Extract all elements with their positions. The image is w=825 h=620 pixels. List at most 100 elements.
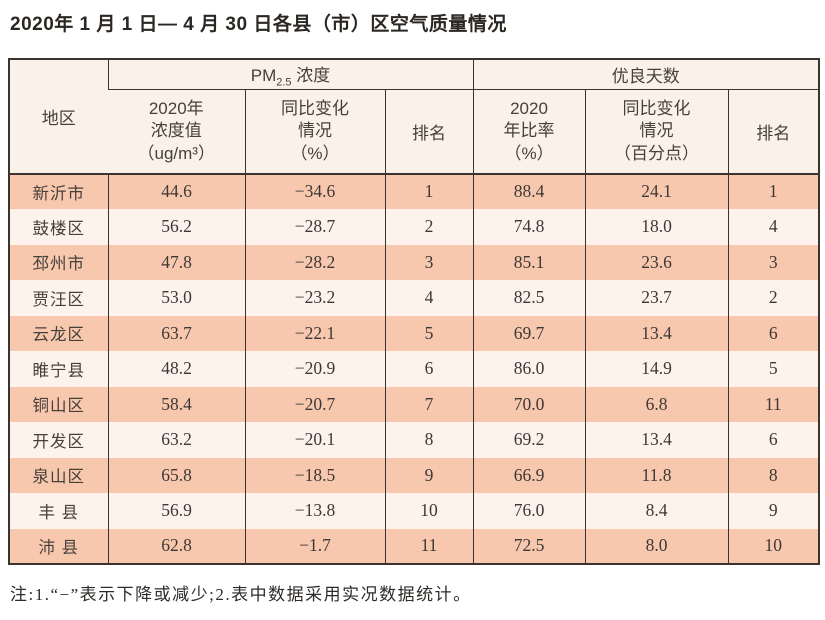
col-header-pm-value: 2020年 浓度值 （ug/m³） [108, 89, 245, 174]
pm-rank-cell: 8 [384, 422, 474, 458]
region-cell: 睢宁县 [9, 351, 108, 387]
good-rank-cell: 10 [727, 528, 820, 565]
pm-change-cell: −20.1 [244, 422, 385, 458]
good-rate-cell: 82.5 [472, 280, 586, 316]
pm-value-cell: 48.2 [107, 351, 245, 387]
table-row: 丰 县 56.9 −13.8 10 76.0 8.4 9 [9, 493, 820, 529]
pm-value-cell: 47.8 [107, 244, 245, 281]
table-row: 睢宁县 48.2 −20.9 6 86.0 14.9 5 [9, 351, 820, 387]
region-cell: 沛 县 [9, 528, 108, 565]
col-header-region: 地区 [9, 58, 108, 175]
pm-change-cell: −13.8 [244, 493, 385, 529]
good-rate-cell: 76.0 [472, 493, 586, 529]
pm-change-cell: −20.9 [244, 351, 385, 387]
pm-value-cell: 65.8 [107, 457, 245, 494]
good-rate-cell: 69.7 [472, 315, 586, 352]
pm-value-cell: 62.8 [107, 528, 245, 565]
col-header-good-rate: 2020 年比率 （%） [472, 89, 586, 174]
col-group-pm25: PM2.5 浓度 [107, 58, 474, 91]
good-rate-cell: 66.9 [472, 457, 586, 494]
good-change-cell: 24.1 [584, 172, 729, 210]
good-rate-cell: 69.2 [472, 422, 586, 458]
pm-rank-cell: 2 [384, 209, 474, 245]
col-header-good-rank: 排名 [727, 89, 820, 174]
pm-rank-cell: 11 [384, 528, 474, 565]
good-change-cell: 13.4 [584, 422, 729, 458]
good-change-cell: 18.0 [584, 209, 729, 245]
page: 2020年 1 月 1 日— 4 月 30 日各县（市）区空气质量情况 地区 P… [8, 14, 821, 605]
pm-change-cell: −28.7 [244, 209, 385, 245]
region-cell: 邳州市 [9, 244, 108, 281]
col-header-pm-change: 同比变化 情况 （%） [244, 89, 385, 174]
pm-change-cell: −18.5 [244, 457, 385, 494]
good-rank-cell: 5 [727, 351, 820, 387]
pm-value-cell: 56.9 [107, 493, 245, 529]
good-rank-cell: 2 [727, 280, 820, 316]
pm-value-cell: 53.0 [107, 280, 245, 316]
table-row: 新沂市 44.6 −34.6 1 88.4 24.1 1 [9, 172, 820, 210]
table-header: 地区 PM2.5 浓度 优良天数 2020年 浓度值 （ug/m³） 同比变化 … [9, 58, 820, 175]
pm-rank-cell: 1 [384, 172, 474, 210]
footnote: 注:1.“−”表示下降或减少;2.表中数据采用实况数据统计。 [10, 585, 472, 605]
col-header-pm-rank: 排名 [384, 89, 474, 174]
pm-change-cell: −28.2 [244, 244, 385, 281]
air-quality-table: 地区 PM2.5 浓度 优良天数 2020年 浓度值 （ug/m³） 同比变化 … [8, 57, 821, 566]
good-rank-cell: 1 [727, 172, 820, 210]
good-change-cell: 11.8 [584, 457, 729, 494]
pm-value-cell: 58.4 [107, 386, 245, 423]
page-title: 2020年 1 月 1 日— 4 月 30 日各县（市）区空气质量情况 [10, 14, 507, 35]
table-row: 贾汪区 53.0 −23.2 4 82.5 23.7 2 [9, 280, 820, 316]
good-rank-cell: 9 [727, 493, 820, 529]
good-change-cell: 14.9 [584, 351, 729, 387]
pm-change-cell: −20.7 [244, 386, 385, 423]
good-rate-cell: 85.1 [472, 244, 586, 281]
region-cell: 鼓楼区 [9, 209, 108, 245]
good-change-cell: 13.4 [584, 315, 729, 352]
good-rate-cell: 70.0 [472, 386, 586, 423]
pm-rank-cell: 9 [384, 457, 474, 494]
good-change-cell: 6.8 [584, 386, 729, 423]
good-change-cell: 8.0 [584, 528, 729, 565]
good-rate-cell: 88.4 [472, 172, 586, 210]
table-row: 邳州市 47.8 −28.2 3 85.1 23.6 3 [9, 244, 820, 281]
pm-value-cell: 63.2 [107, 422, 245, 458]
pm-value-cell: 63.7 [107, 315, 245, 352]
good-rate-cell: 72.5 [472, 528, 586, 565]
table-row: 鼓楼区 56.2 −28.7 2 74.8 18.0 4 [9, 209, 820, 245]
good-change-cell: 8.4 [584, 493, 729, 529]
table-row: 沛 县 62.8 −1.7 11 72.5 8.0 10 [9, 528, 820, 565]
col-header-good-change: 同比变化 情况 （百分点） [584, 89, 729, 174]
region-cell: 铜山区 [9, 386, 108, 423]
region-cell: 贾汪区 [9, 280, 108, 316]
pm-rank-cell: 5 [384, 315, 474, 352]
good-rank-cell: 4 [727, 209, 820, 245]
pm-change-cell: −34.6 [244, 172, 385, 210]
pm25-prefix: PM [250, 65, 277, 85]
good-rank-cell: 3 [727, 244, 820, 281]
region-cell: 云龙区 [9, 315, 108, 352]
pm-change-cell: −23.2 [244, 280, 385, 316]
pm-change-cell: −1.7 [244, 528, 385, 565]
pm-rank-cell: 10 [384, 493, 474, 529]
pm25-subscript: 2.5 [276, 76, 292, 89]
pm-rank-cell: 6 [384, 351, 474, 387]
good-change-cell: 23.6 [584, 244, 729, 281]
table-row: 开发区 63.2 −20.1 8 69.2 13.4 6 [9, 422, 820, 458]
pm-change-cell: −22.1 [244, 315, 385, 352]
pm-rank-cell: 3 [384, 244, 474, 281]
col-group-good-days: 优良天数 [472, 58, 820, 91]
table-row: 云龙区 63.7 −22.1 5 69.7 13.4 6 [9, 315, 820, 352]
region-cell: 开发区 [9, 422, 108, 458]
good-rank-cell: 6 [727, 315, 820, 352]
good-change-cell: 23.7 [584, 280, 729, 316]
pm-rank-cell: 4 [384, 280, 474, 316]
pm-value-cell: 44.6 [107, 172, 245, 210]
region-cell: 丰 县 [9, 493, 108, 529]
good-rate-cell: 86.0 [472, 351, 586, 387]
pm-rank-cell: 7 [384, 386, 474, 423]
pm25-suffix: 浓度 [291, 65, 331, 85]
good-rank-cell: 8 [727, 457, 820, 494]
table-row: 铜山区 58.4 −20.7 7 70.0 6.8 11 [9, 386, 820, 423]
good-rank-cell: 6 [727, 422, 820, 458]
table-body: 新沂市 44.6 −34.6 1 88.4 24.1 1 鼓楼区 56.2 −2… [9, 172, 820, 565]
